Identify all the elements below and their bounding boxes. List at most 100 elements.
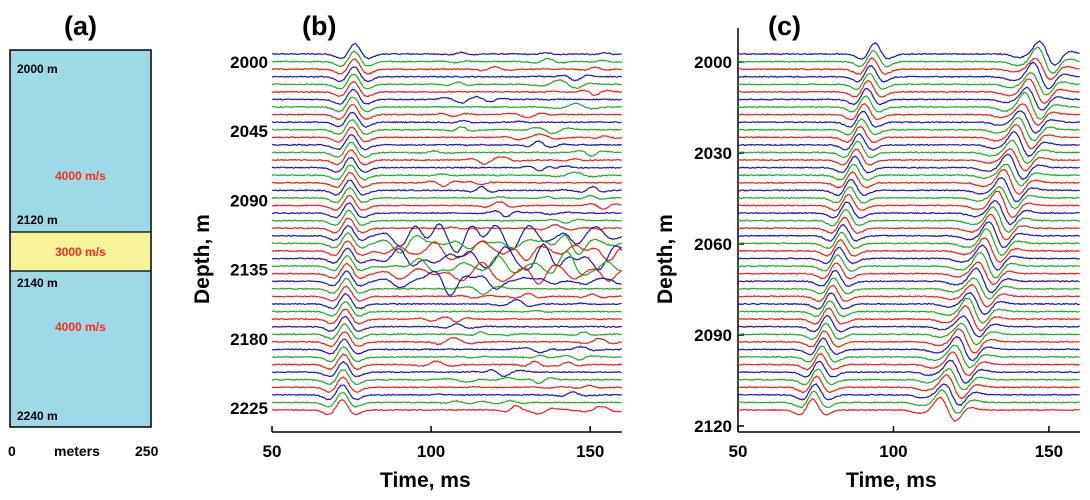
trace — [737, 305, 1080, 332]
trace — [737, 261, 1080, 286]
trace — [737, 168, 1080, 196]
trace — [271, 104, 622, 121]
trace — [737, 78, 1080, 104]
panel-b-y-label: Depth, m — [191, 214, 214, 304]
trace — [737, 388, 1080, 414]
depth-label-2140: 2140 m — [17, 276, 58, 290]
trace — [271, 50, 622, 68]
trace — [272, 42, 622, 60]
trace — [737, 328, 1080, 354]
trace — [271, 171, 622, 189]
trace — [738, 374, 1080, 400]
trace — [271, 277, 622, 295]
trace — [737, 322, 1080, 346]
y-tick-label: 2180 — [230, 330, 268, 349]
x-tick-label: 50 — [263, 442, 282, 461]
trace — [271, 186, 622, 204]
trace — [271, 134, 623, 151]
x-tick-label: 100 — [417, 442, 445, 461]
trace — [737, 359, 1080, 384]
trace — [271, 346, 622, 363]
trace — [271, 179, 622, 196]
trace — [271, 141, 622, 159]
trace — [271, 58, 622, 75]
trace — [271, 292, 622, 310]
trace — [271, 195, 622, 212]
y-tick-label: 2090 — [694, 326, 732, 345]
trace — [737, 46, 1080, 74]
trace — [271, 285, 622, 302]
trace — [737, 117, 1080, 142]
x-tick-label: 150 — [1035, 442, 1063, 461]
x-tick-label: 50 — [729, 442, 748, 461]
trace — [737, 368, 1080, 391]
trace — [737, 335, 1080, 362]
trace — [271, 232, 622, 256]
trace — [271, 243, 623, 271]
depth-label-2240: 2240 m — [17, 409, 58, 423]
panel-c-x-ticks: 50 100 150 — [729, 426, 1063, 461]
trace — [738, 283, 1080, 308]
trace — [737, 277, 1080, 300]
trace — [737, 163, 1080, 187]
trace — [737, 396, 1080, 422]
trace — [737, 190, 1080, 218]
trace — [737, 185, 1080, 210]
panel-c-y-label: Depth, m — [654, 214, 677, 304]
trace — [271, 399, 622, 416]
trace — [737, 206, 1080, 233]
trace — [737, 344, 1080, 369]
velocity-label-upper: 4000 m/s — [55, 169, 106, 183]
trace — [737, 227, 1080, 257]
velocity-label-lower: 4000 m/s — [55, 320, 106, 334]
trace — [271, 338, 622, 355]
layer-lower — [10, 271, 151, 427]
panel-c-x-label: Time, ms — [846, 469, 937, 492]
trace — [737, 221, 1080, 248]
panel-c-y-ticks: 2000 2030 2060 2090 2120 — [694, 53, 744, 436]
panel-b-x-label: Time, ms — [380, 469, 471, 492]
trace — [271, 331, 622, 348]
trace — [271, 80, 623, 98]
trace — [271, 376, 623, 393]
depth-label-2000: 2000 m — [17, 62, 58, 76]
trace — [272, 369, 622, 385]
y-tick-label: 2120 — [694, 417, 732, 436]
trace — [271, 126, 623, 143]
trace — [737, 237, 1080, 263]
trace — [737, 61, 1080, 90]
trace — [271, 118, 622, 136]
panel-a: (a) 2000 m 2120 m 2140 m 2240 m 4000 m/s… — [8, 11, 159, 459]
x-tick-0: 0 — [8, 443, 16, 459]
trace — [272, 315, 622, 332]
trace — [737, 267, 1080, 294]
x-tick-label: 150 — [576, 442, 604, 461]
panel-b-x-ticks: 50 100 150 — [263, 426, 604, 461]
trace — [737, 153, 1080, 180]
trace — [271, 149, 622, 166]
y-tick-label: 2045 — [230, 122, 268, 141]
panel-b-traces — [271, 42, 623, 416]
trace — [271, 308, 622, 325]
panel-b: (b) 50 100 150 2000 2045 2090 2135 2180 2225 Ti… — [191, 11, 623, 492]
trace — [737, 251, 1080, 279]
trace — [271, 270, 622, 296]
trace — [271, 261, 623, 285]
trace — [271, 96, 622, 113]
trace — [738, 244, 1080, 271]
y-tick-label: 2090 — [230, 191, 268, 210]
trace — [737, 383, 1080, 407]
x-axis-label: meters — [54, 443, 100, 459]
trace — [737, 213, 1080, 241]
trace — [737, 57, 1080, 81]
trace — [737, 177, 1081, 203]
model-border — [9, 49, 152, 428]
trace — [271, 202, 622, 219]
trace — [738, 139, 1080, 165]
y-tick-label: 2030 — [694, 144, 732, 163]
trace — [271, 156, 622, 174]
trace — [271, 223, 623, 254]
trace — [271, 251, 622, 277]
trace — [737, 148, 1080, 172]
